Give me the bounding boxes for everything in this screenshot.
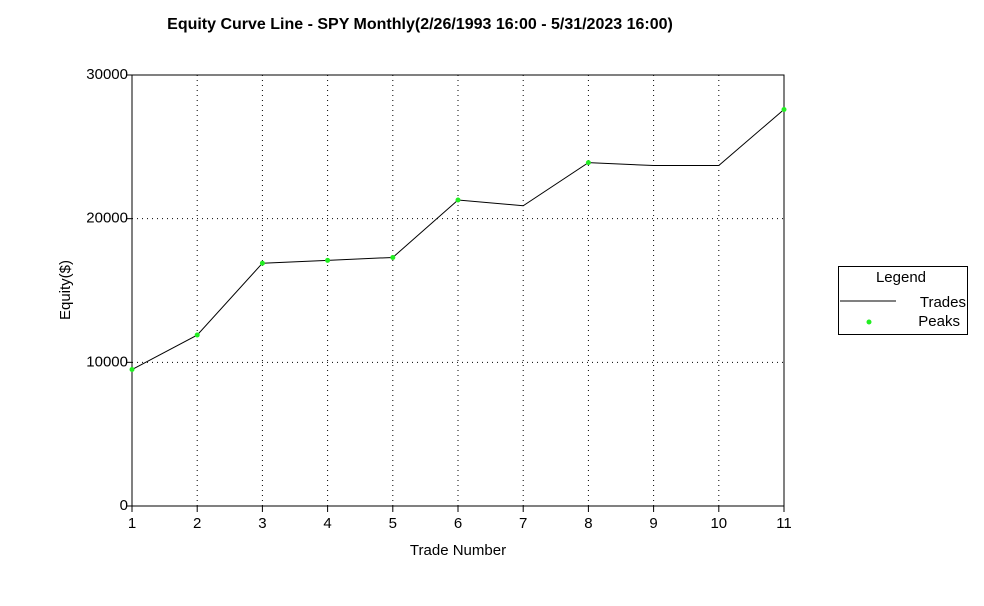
peak-marker <box>259 260 265 266</box>
chart-title: Equity Curve Line - SPY Monthly(2/26/199… <box>167 16 673 33</box>
y-tick-label: 10000 <box>86 353 128 370</box>
x-axis-label: Trade Number <box>410 542 506 559</box>
x-tick-label: 5 <box>389 515 397 532</box>
x-tick-label: 7 <box>519 515 527 532</box>
peak-marker <box>325 257 331 263</box>
y-tick-label: 30000 <box>86 66 128 83</box>
x-tick-label: 10 <box>710 515 727 532</box>
legend-title: Legend <box>876 269 926 286</box>
peak-marker <box>585 160 591 166</box>
peak-marker <box>194 332 200 338</box>
x-tick-label: 6 <box>454 515 462 532</box>
x-tick-label: 4 <box>323 515 331 532</box>
y-tick-label: 0 <box>120 497 128 514</box>
y-axis-label: Equity($) <box>57 260 74 320</box>
peak-marker <box>455 197 461 203</box>
x-tick-label: 3 <box>258 515 266 532</box>
legend-dot-swatch <box>866 319 872 325</box>
legend-label: Trades <box>920 294 966 311</box>
y-tick-label: 20000 <box>86 210 128 227</box>
x-tick-label: 1 <box>128 515 136 532</box>
peak-marker <box>781 106 787 112</box>
legend-label: Peaks <box>918 313 960 330</box>
peak-marker <box>129 367 135 373</box>
plot-frame <box>131 74 785 507</box>
peak-marker <box>390 254 396 260</box>
x-tick-label: 2 <box>193 515 201 532</box>
x-tick-label: 9 <box>649 515 657 532</box>
x-tick-label: 8 <box>584 515 592 532</box>
x-tick-label: 11 <box>776 515 792 532</box>
